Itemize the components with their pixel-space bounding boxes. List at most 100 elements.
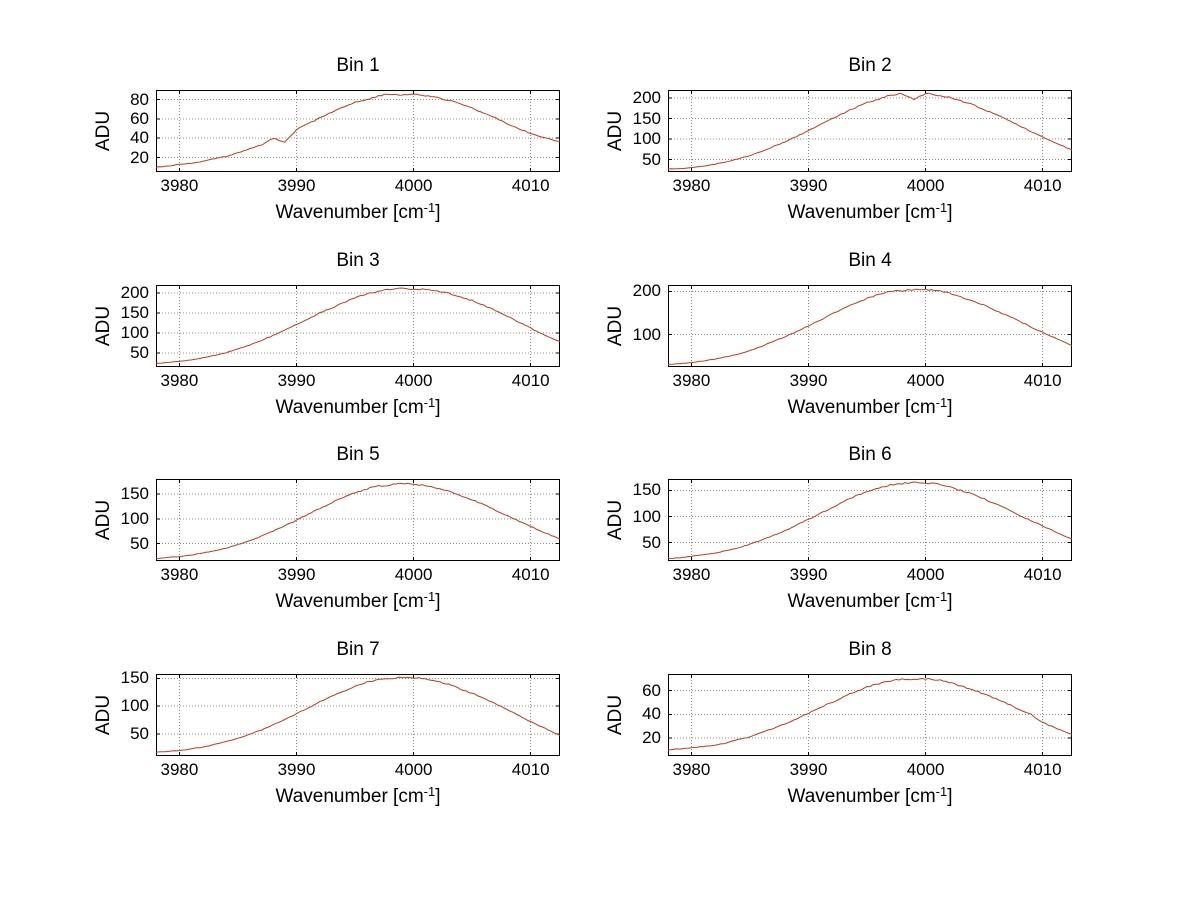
x-tick-label: 4010: [1023, 565, 1062, 584]
x-tick-label: 3980: [672, 760, 711, 779]
x-axis-label: Wavenumber [cm-1]: [668, 784, 1072, 808]
y-axis-label: ADU: [605, 694, 626, 736]
x-tick-label: 3980: [672, 371, 711, 390]
y-axis-label: ADU: [605, 305, 626, 347]
y-tick-label: 150: [120, 483, 149, 503]
x-axis-label: Wavenumber [cm-1]: [156, 200, 560, 224]
x-tick-label: 3980: [160, 760, 199, 779]
subplot-bin-6: Bin 6 ADU Wavenumber [cm-1] 3980 3990 4000…: [605, 445, 1072, 612]
x-axis-label-close: ]: [947, 591, 953, 612]
x-tick-label: 3990: [277, 565, 316, 584]
y-tick-label: 20: [130, 147, 149, 167]
x-tick-label: 3990: [277, 176, 316, 195]
x-tick-label: 4000: [394, 565, 433, 584]
y-tick-label: 100: [632, 129, 661, 149]
x-axis-label-text: Wavenumber [cm: [275, 591, 424, 612]
x-axis-label-text: Wavenumber [cm: [787, 591, 936, 612]
y-tick-label: 200: [632, 281, 661, 301]
subplot-bin-2: Bin 2 ADU Wavenumber [cm-1] 3980 3990 4000…: [605, 56, 1072, 223]
y-tick-label: 50: [642, 149, 661, 169]
x-tick-label: 4010: [511, 565, 550, 584]
chart-title: Bin 8: [848, 639, 892, 660]
y-axis-label: ADU: [93, 110, 114, 152]
plot-axes: [668, 285, 1072, 367]
y-tick-label: 100: [632, 324, 661, 344]
y-tick-label: 200: [632, 88, 661, 108]
x-tick-label: 3990: [789, 176, 828, 195]
plot-axes: [156, 90, 560, 172]
x-axis-label-sup: -1: [935, 200, 948, 215]
x-axis-label-close: ]: [947, 202, 953, 223]
x-tick-label: 4000: [906, 176, 945, 195]
x-axis-label-text: Wavenumber [cm: [787, 202, 936, 223]
y-tick-label: 100: [120, 323, 149, 342]
y-tick-label: 40: [642, 704, 661, 724]
x-tick-label: 3980: [160, 565, 199, 584]
x-tick-label: 4010: [1023, 371, 1062, 390]
x-tick-label: 4000: [394, 760, 433, 779]
x-tick-label: 4010: [511, 176, 550, 195]
x-tick-label: 3980: [672, 565, 711, 584]
x-axis-label-sup: -1: [423, 200, 436, 215]
chart-title: Bin 4: [848, 250, 892, 271]
y-tick-label: 50: [642, 532, 661, 552]
x-axis-label-sup: -1: [423, 589, 436, 604]
x-tick-label: 4000: [906, 371, 945, 390]
x-axis-label-close: ]: [947, 786, 953, 807]
subplot-bin-1: Bin 1 ADU Wavenumber [cm-1] 3980 3990 4000…: [93, 56, 560, 223]
plot-axes: [668, 674, 1072, 756]
y-tick-label: 50: [130, 723, 149, 743]
x-axis-label: Wavenumber [cm-1]: [668, 395, 1072, 419]
x-tick-label: 3990: [277, 760, 316, 779]
x-axis-label-text: Wavenumber [cm: [275, 202, 424, 223]
x-axis-label: Wavenumber [cm-1]: [668, 589, 1072, 613]
y-tick-label: 100: [120, 696, 149, 716]
x-tick-label: 3980: [160, 371, 199, 390]
y-tick-label: 60: [642, 680, 661, 700]
x-axis-label-text: Wavenumber [cm: [787, 786, 936, 807]
y-axis-label: ADU: [93, 499, 114, 541]
x-tick-label: 3980: [672, 176, 711, 195]
subplot-bin-5: Bin 5 ADU Wavenumber [cm-1] 3980 3990 4000…: [93, 445, 560, 612]
x-axis-label: Wavenumber [cm-1]: [156, 784, 560, 808]
y-axis-label: ADU: [605, 499, 626, 541]
x-axis-label: Wavenumber [cm-1]: [668, 200, 1072, 224]
y-axis-label: ADU: [605, 110, 626, 152]
chart-title: Bin 5: [336, 444, 380, 465]
chart-title: Bin 2: [848, 55, 892, 76]
y-axis-label: ADU: [93, 305, 114, 347]
chart-title: Bin 7: [336, 639, 380, 660]
subplot-bin-8: Bin 8 ADU Wavenumber [cm-1] 3980 3990 4000…: [605, 640, 1072, 807]
y-tick-label: 50: [130, 343, 149, 362]
y-tick-label: 60: [130, 108, 149, 128]
x-axis-label-sup: -1: [935, 784, 948, 799]
x-tick-label: 4000: [906, 760, 945, 779]
plot-axes: [668, 479, 1072, 561]
x-axis-label-sup: -1: [423, 784, 436, 799]
x-tick-label: 3990: [789, 565, 828, 584]
subplot-bin-7: Bin 7 ADU Wavenumber [cm-1] 3980 3990 4000…: [93, 640, 560, 807]
x-axis-label-sup: -1: [423, 395, 436, 410]
chart-title: Bin 3: [336, 250, 380, 271]
y-tick-label: 150: [632, 480, 661, 500]
y-tick-label: 100: [120, 508, 149, 528]
x-tick-label: 4010: [1023, 176, 1062, 195]
chart-title: Bin 6: [848, 444, 892, 465]
x-axis-label-text: Wavenumber [cm: [787, 397, 936, 418]
x-axis-label-close: ]: [435, 202, 441, 223]
x-axis-label: Wavenumber [cm-1]: [156, 395, 560, 419]
x-tick-label: 4010: [511, 760, 550, 779]
y-tick-label: 80: [130, 89, 149, 109]
subplot-bin-4: Bin 4 ADU Wavenumber [cm-1] 3980 3990 4000…: [605, 251, 1072, 418]
x-tick-label: 4000: [394, 176, 433, 195]
x-tick-label: 3980: [160, 176, 199, 195]
plot-axes: [668, 90, 1072, 172]
y-tick-label: 50: [130, 533, 149, 553]
x-tick-label: 3990: [789, 760, 828, 779]
y-tick-label: 20: [642, 728, 661, 748]
y-tick-label: 150: [120, 303, 149, 322]
plot-axes: [156, 479, 560, 561]
x-tick-label: 4010: [1023, 760, 1062, 779]
y-axis-label: ADU: [93, 694, 114, 736]
